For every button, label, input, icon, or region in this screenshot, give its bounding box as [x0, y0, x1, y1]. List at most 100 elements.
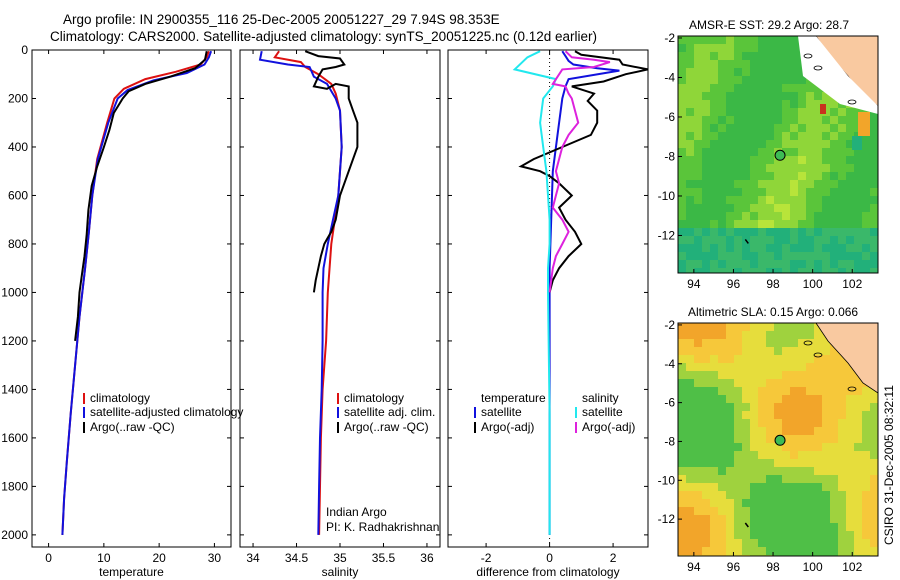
timestamp-stamp: CSIRO 31-Dec-2005 08:32:11	[882, 385, 896, 545]
x-tick-label: 10	[97, 551, 111, 565]
x-tick-label: 102	[842, 277, 862, 291]
x-tick-label: -2	[481, 551, 492, 565]
x-tick-label: 34.5	[285, 551, 309, 565]
y-tick-label: -6	[664, 110, 675, 124]
y-tick-label: 1200	[1, 334, 28, 348]
x-tick-label: 0	[45, 551, 52, 565]
legend-sal-satellite: satellite	[582, 405, 623, 419]
y-tick-label: -10	[658, 473, 676, 487]
legend-satellite-adjusted: satellite-adjusted climatology	[90, 405, 243, 419]
x-tick-label: 20	[152, 551, 166, 565]
sst-map-title: AMSR-E SST: 29.2 Argo: 28.7	[689, 18, 850, 32]
y-tick-label: -6	[664, 396, 675, 410]
x-tick-label: 2	[610, 551, 617, 565]
legend-header-salinity: salinity	[582, 391, 619, 405]
x-tick-label: 98	[766, 277, 780, 291]
profile-panel-2: 34 34.5 35 35.5 36 salinity	[239, 49, 441, 579]
plot-frame	[31, 49, 232, 548]
x-tick-label: 35.5	[372, 551, 396, 565]
y-tick-label: -4	[664, 70, 675, 84]
header-line-2: Climatology: CARS2000. Satellite-adjuste…	[50, 29, 598, 44]
y-tick-label: 600	[8, 188, 28, 202]
legend-climatology: climatology	[344, 391, 404, 405]
x-axis-label: temperature	[99, 565, 164, 579]
y-tick-label: -8	[664, 149, 675, 163]
series-line-3	[304, 50, 359, 293]
y-tick-label: 0	[21, 43, 28, 57]
legend-temp-argo: Argo(-adj)	[481, 420, 534, 434]
legend-sal-argo: Argo(-adj)	[582, 420, 635, 434]
x-tick-label: 96	[727, 560, 741, 574]
x-tick-label: 35	[333, 551, 347, 565]
y-tick-label: 2000	[1, 528, 28, 542]
x-tick-label: 34	[246, 551, 260, 565]
series-line-2	[258, 51, 343, 535]
track-mark	[744, 238, 749, 244]
sla-map: 94 96 98 100 102 -2 -4 -6 -8 -10 -12	[658, 318, 879, 574]
legend-argo-raw: Argo(..raw -QC)	[344, 420, 429, 434]
series-line-3	[74, 51, 208, 342]
y-tick-label: 1400	[1, 382, 28, 396]
x-tick-label: 36	[420, 551, 434, 565]
y-tick-label: 1600	[1, 431, 28, 445]
y-tick-label: -12	[658, 512, 676, 526]
island-outline	[847, 386, 857, 392]
island-outline	[813, 352, 823, 358]
legend-temp-satellite: satellite	[481, 405, 522, 419]
y-tick-label: -12	[658, 228, 676, 242]
map-field	[678, 36, 878, 273]
y-tick-label: 200	[8, 91, 28, 105]
argo-float-marker	[774, 149, 786, 161]
y-tick-label: -10	[658, 189, 676, 203]
y-tick-label: 1800	[1, 479, 28, 493]
island-outline	[803, 340, 813, 346]
y-tick-label: -2	[664, 31, 675, 45]
x-tick-label: 94	[687, 560, 701, 574]
header-line-1: Argo profile: IN 2900355_116 25-Dec-2005…	[63, 12, 500, 27]
x-tick-label: 96	[727, 277, 741, 291]
y-tick-label: -2	[664, 318, 675, 332]
x-tick-label: 0	[546, 551, 553, 565]
island-outline	[803, 53, 813, 59]
y-tick-label: -8	[664, 434, 675, 448]
x-axis-label: salinity	[322, 565, 359, 579]
y-tick-label: -4	[664, 357, 675, 371]
sst-map: 94 96 98 100 102 -2 -4 -6 -8 -10 -12	[658, 31, 879, 291]
map-frame	[677, 35, 879, 274]
land-mass	[815, 323, 878, 394]
map-frame	[677, 322, 879, 557]
series-line-3	[512, 50, 558, 535]
x-tick-label: 98	[766, 560, 780, 574]
legend-argo-raw: Argo(..raw -QC)	[90, 420, 175, 434]
x-tick-label: 100	[803, 560, 823, 574]
missing-data-region	[798, 36, 878, 114]
series-line-1	[548, 50, 620, 535]
owner-annotation-line-1: Indian Argo	[326, 505, 387, 519]
sla-map-title: Altimetric SLA: 0.15 Argo: 0.066	[688, 305, 859, 319]
cool-pixel	[852, 136, 862, 150]
x-tick-label: 30	[208, 551, 222, 565]
series-line-4	[548, 50, 611, 293]
warm-pixel	[858, 112, 870, 136]
x-tick-label: 102	[842, 560, 862, 574]
track-mark	[744, 522, 749, 528]
island-outline	[847, 99, 857, 105]
profile-panel-1: 0 10 20 30 0 200 400 600 800 1000 1200 1400 1600 1800…	[1, 43, 232, 579]
island-outline	[813, 65, 823, 71]
x-tick-label: 100	[803, 277, 823, 291]
legend-satellite-adj-clim: satellite adj. clim.	[344, 405, 435, 419]
argo-float-marker	[774, 434, 786, 446]
legend-climatology: climatology	[90, 391, 150, 405]
owner-annotation-line-2: PI: K. Radhakrishnan	[326, 520, 439, 534]
y-tick-label: 400	[8, 140, 28, 154]
plot-frame	[239, 49, 441, 548]
y-tick-label: 800	[8, 237, 28, 251]
hot-pixel	[820, 104, 826, 114]
y-tick-label: 1000	[1, 285, 28, 299]
x-axis-label: difference from climatology	[476, 565, 619, 579]
map-field	[678, 323, 878, 556]
series-line-2	[518, 50, 648, 293]
legend-header-temperature: temperature	[481, 391, 546, 405]
